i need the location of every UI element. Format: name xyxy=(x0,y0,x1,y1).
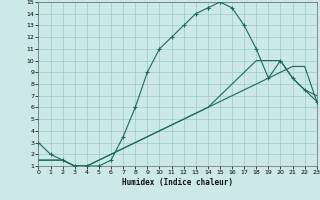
X-axis label: Humidex (Indice chaleur): Humidex (Indice chaleur) xyxy=(122,178,233,187)
